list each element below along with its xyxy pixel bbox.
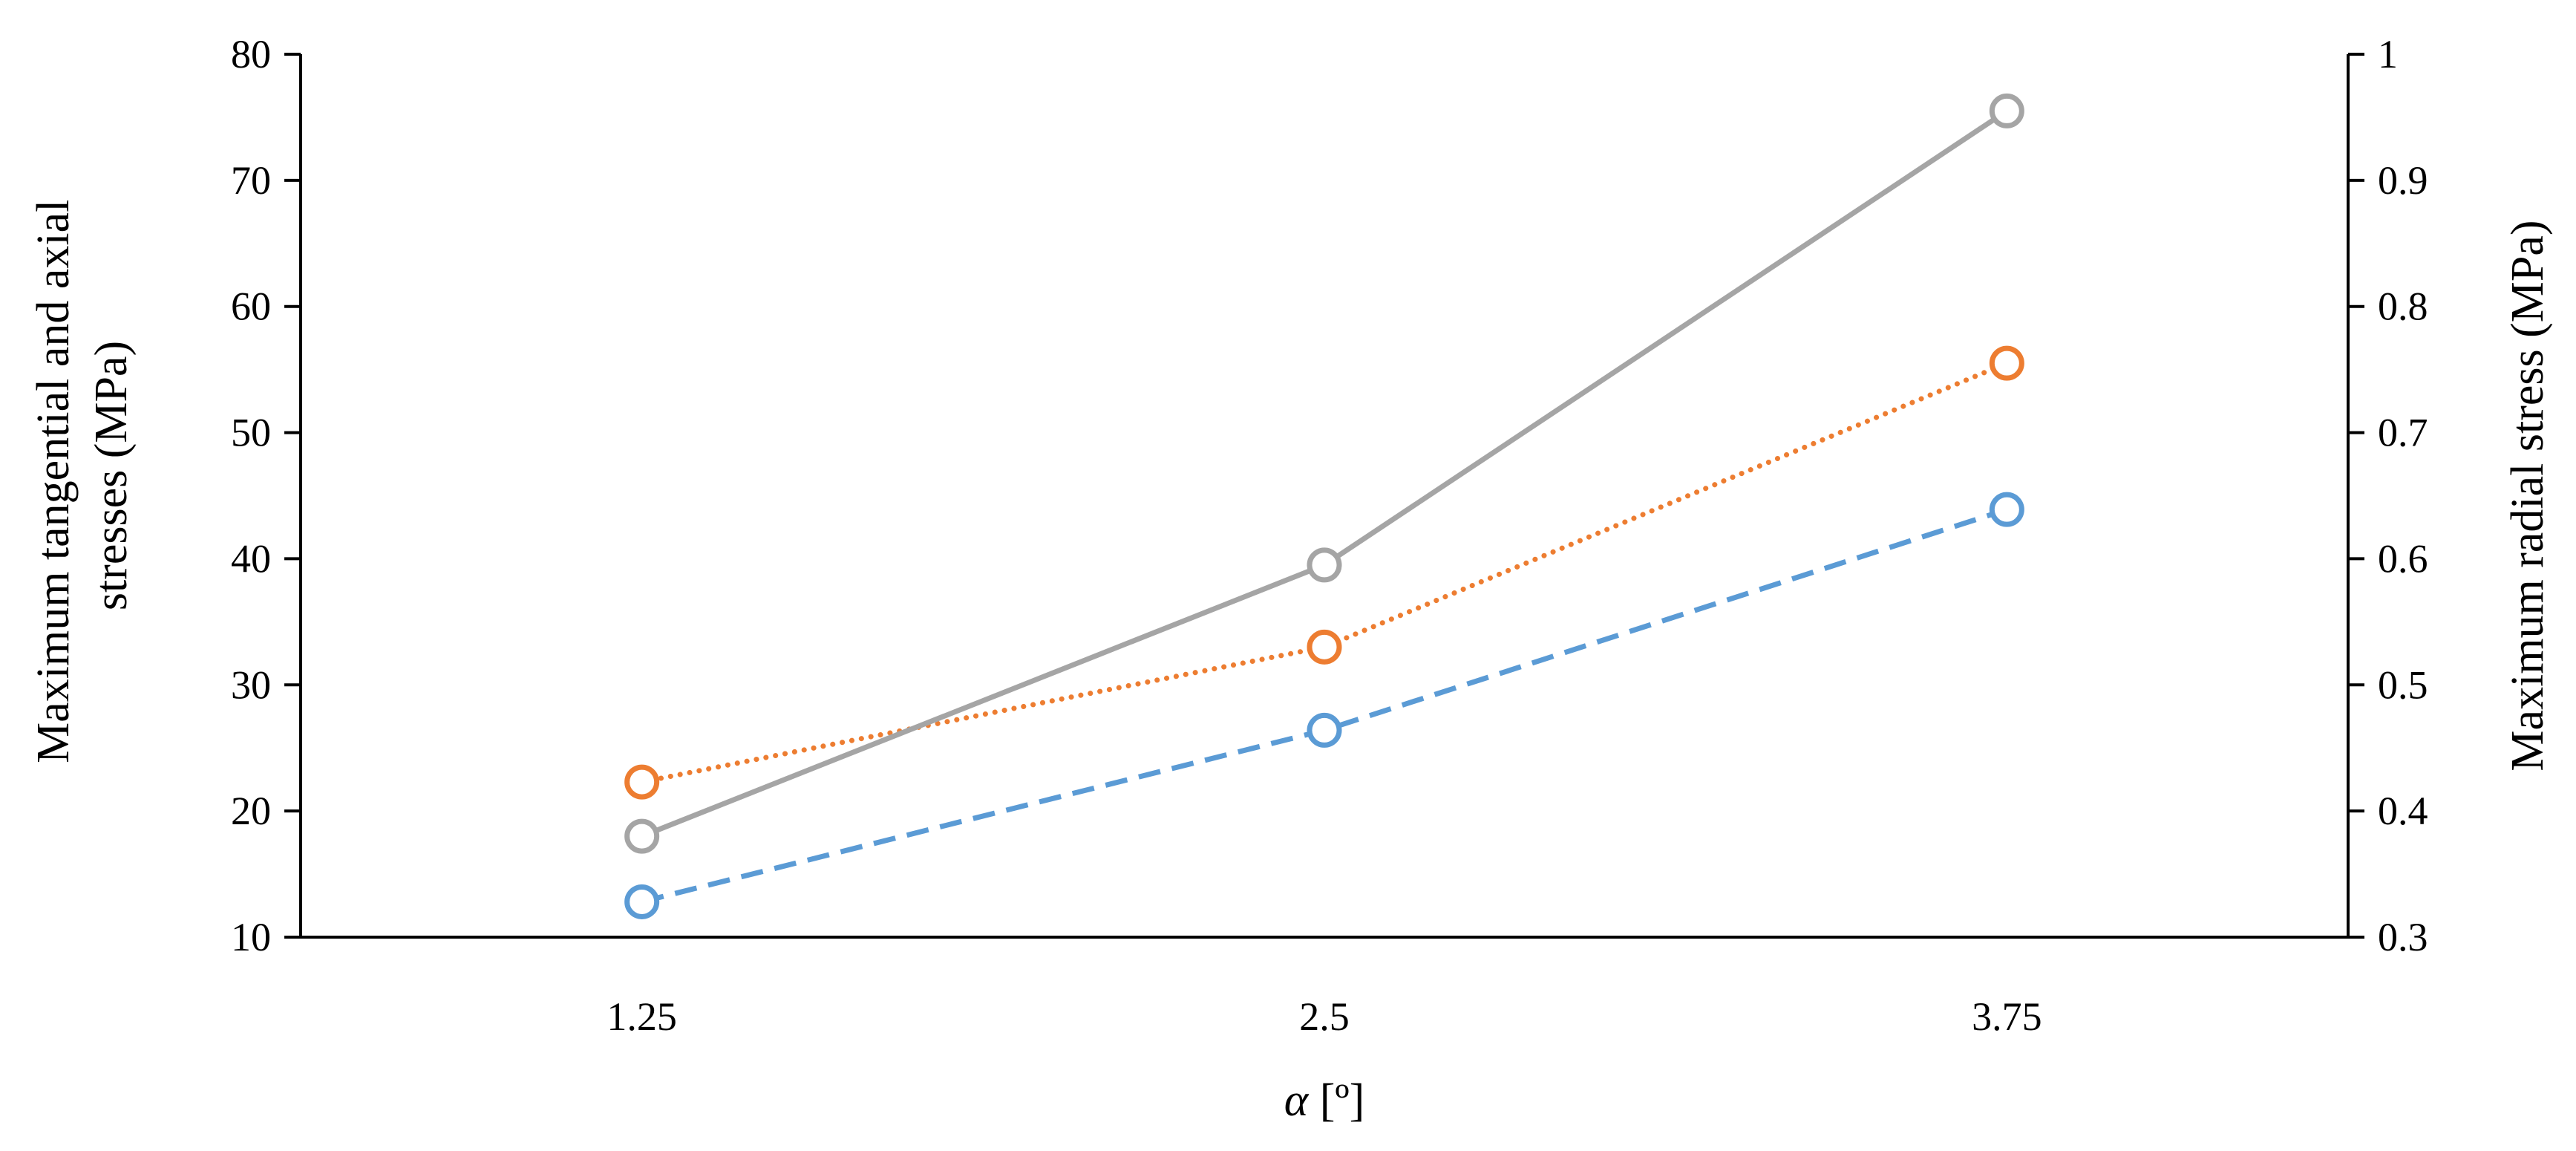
y-axis-left-tick-label: 20 [231,789,271,833]
y-axis-left-title: Maximum tangential and axial stresses (M… [28,188,137,763]
x-axis-tick-label: 3.75 [1972,994,2042,1039]
y-axis-left-title-line-1: Maximum tangential and axial [28,200,79,763]
y-axis-left-tick-label: 80 [231,32,271,76]
y-axis-right-tick-label: 0.9 [2378,158,2428,203]
series-3-point [1989,93,2024,128]
y-axis-left-title-line-2: stresses (MPa) [86,341,137,610]
y-axis-left-tick-label: 10 [231,915,271,959]
y-axis-right-title: Maximum radial stress (MPa) [2503,220,2553,771]
y-axis-right-tick-label: 1 [2378,32,2398,76]
series-2-point [1307,629,1342,665]
y-axis-left-tick-label: 60 [231,284,271,329]
series-1-point [624,884,660,919]
series-3-point [1307,547,1342,583]
series-3-point [624,818,660,854]
axes: 10 20 30 40 50 60 70 80 0.3 0.4 0.5 0.6 0.7 0.8 0.9 1 1.… [231,32,2428,1039]
series-2-point [624,764,660,800]
y-axis-left-tick-label: 40 [231,536,271,581]
series-2-line [639,360,2010,785]
y-axis-right-tick-label: 0.3 [2378,915,2428,959]
series-layer [624,93,2024,919]
y-axis-left-tick-label: 70 [231,158,271,203]
y-axis-right-tick-label: 0.8 [2378,284,2428,329]
x-axis-tick-label: 1.25 [607,994,677,1039]
x-axis-tick-label: 2.5 [1299,994,1350,1039]
x-axis-title-unit: [º] [1320,1075,1365,1126]
y-axis-right-tick-label: 0.5 [2378,662,2428,707]
y-axis-right-tick-label: 0.6 [2378,536,2428,581]
labels: Maximum tangential and axial stresses (M… [28,188,2553,1126]
series-2-point [1989,345,2024,381]
series-1-point [1307,712,1342,748]
y-axis-right-tick-label: 0.7 [2378,411,2428,455]
x-axis-title-symbol: α [1284,1075,1310,1126]
y-axis-right-tick-label: 0.4 [2378,789,2428,833]
series-1-point [1989,492,2024,527]
x-axis-title: α [º] [1284,1075,1365,1126]
y-axis-left-tick-label: 30 [231,662,271,707]
y-axis-left-tick-label: 50 [231,411,271,455]
